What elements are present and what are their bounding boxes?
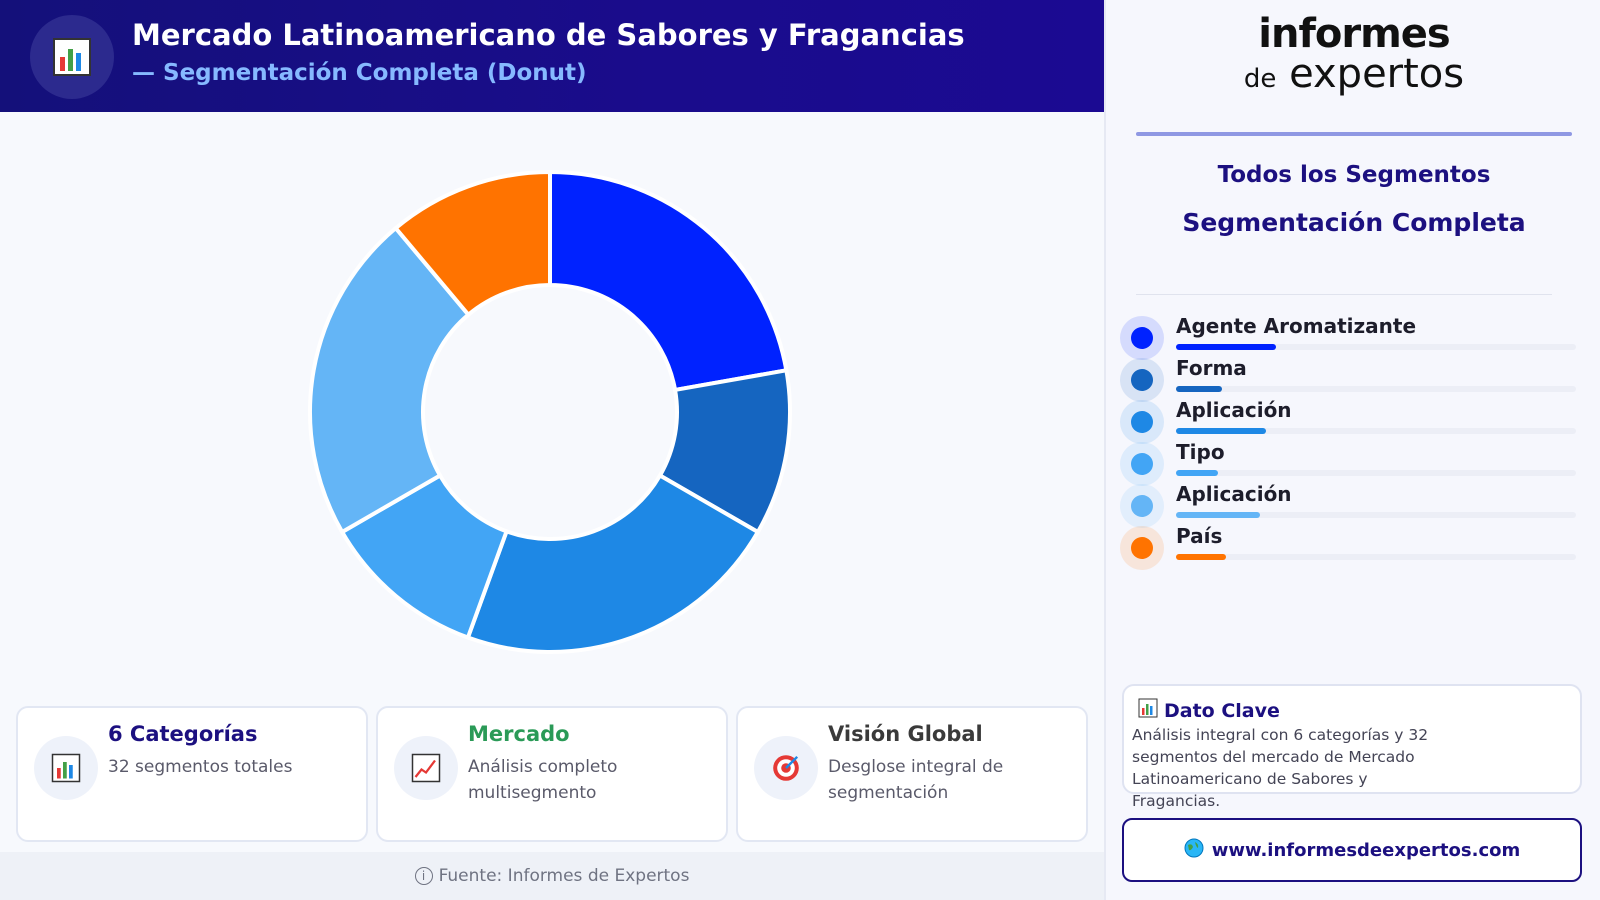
legend-item: Agente Aromatizante — [1120, 314, 1580, 360]
legend-bar — [1176, 512, 1260, 518]
legend-marker — [1120, 400, 1164, 444]
card-market: Mercado Análisis completo multisegmento — [376, 706, 728, 842]
bar-chart-icon — [34, 736, 98, 800]
divider — [1136, 132, 1572, 136]
logo-bottom: expertos — [1289, 51, 1465, 97]
legend-track — [1176, 470, 1576, 476]
key-fact-title: Dato Clave — [1164, 699, 1280, 722]
donut-slice-5[interactable] — [392, 169, 552, 318]
legend-label: País — [1176, 524, 1223, 548]
card-text: Análisis completo multisegmento — [468, 757, 618, 803]
website-link[interactable]: www.informesdeexpertos.com — [1122, 818, 1582, 882]
legend-track — [1176, 512, 1576, 518]
legend-heading: Todos los Segmentos — [1217, 162, 1491, 188]
logo-top: informes — [1258, 11, 1450, 57]
legend-marker — [1120, 526, 1164, 570]
page-subtitle: — Segmentación Completa (Donut) — [132, 60, 587, 86]
legend-item: Aplicación — [1120, 482, 1580, 528]
donut-slice-0[interactable] — [548, 169, 789, 393]
legend-dot — [1131, 495, 1153, 517]
legend-label: Forma — [1176, 356, 1247, 380]
legend-track — [1176, 554, 1576, 560]
card-title: Mercado — [468, 722, 570, 746]
globe-icon — [1184, 838, 1204, 863]
bar-chart-icon — [30, 15, 114, 99]
legend-dot — [1131, 369, 1153, 391]
card-title: 6 Categorías — [108, 722, 258, 746]
card-global-view: Visión Global Desglose integral de segme… — [736, 706, 1088, 842]
legend-marker — [1120, 484, 1164, 528]
donut-slice-2[interactable] — [465, 472, 761, 654]
legend-label: Agente Aromatizante — [1176, 314, 1417, 338]
legend-marker — [1120, 316, 1164, 360]
key-fact-text: Análisis integral con 6 categorías y 32 … — [1132, 726, 1429, 810]
legend-dot — [1131, 453, 1153, 475]
card-text: Desglose integral de segmentación — [828, 757, 1004, 803]
logo-de: de — [1243, 64, 1277, 94]
brand-logo: informes de expertos — [1106, 14, 1600, 99]
footer: i Fuente: Informes de Expertos — [0, 852, 1104, 900]
legend-bar — [1176, 470, 1218, 476]
card-title: Visión Global — [828, 722, 983, 746]
legend-dot — [1131, 537, 1153, 559]
card-text: 32 segmentos totales — [108, 757, 293, 777]
legend-marker — [1120, 358, 1164, 402]
legend-item: Tipo — [1120, 440, 1580, 486]
website-url: www.informesdeexpertos.com — [1211, 839, 1521, 861]
legend-item: País — [1120, 524, 1580, 570]
info-icon: i — [414, 867, 433, 885]
legend-dot — [1131, 327, 1153, 349]
legend-dot — [1131, 411, 1153, 433]
target-icon — [754, 736, 818, 800]
donut-chart — [308, 169, 792, 654]
legend-label: Aplicación — [1176, 482, 1292, 506]
bar-chart-icon — [1138, 698, 1158, 723]
key-fact-box: Dato Clave Análisis integral con 6 categ… — [1122, 684, 1582, 810]
legend-bar — [1176, 554, 1226, 560]
legend-marker — [1120, 442, 1164, 486]
legend-bar — [1176, 344, 1276, 350]
line-chart-icon — [394, 736, 458, 800]
legend-item: Forma — [1120, 356, 1580, 402]
legend-label: Aplicación — [1176, 398, 1292, 422]
page-title: Mercado Latinoamericano de Sabores y Fra… — [132, 18, 965, 52]
card-categories: 6 Categorías 32 segmentos totales — [16, 706, 368, 842]
donut-slice-4[interactable] — [308, 225, 472, 535]
header: Mercado Latinoamericano de Sabores y Fra… — [0, 0, 1104, 112]
legend-track — [1176, 428, 1576, 434]
legend-label: Tipo — [1176, 440, 1225, 464]
legend-track — [1176, 386, 1576, 392]
source-text: Fuente: Informes de Expertos — [438, 866, 690, 886]
sidebar: informes de expertos Todos los Segmentos… — [1104, 0, 1600, 900]
legend-bar — [1176, 428, 1266, 434]
legend-subheading: Segmentación Completa — [1182, 208, 1526, 237]
legend-bar — [1176, 386, 1222, 392]
legend-track — [1176, 344, 1576, 350]
divider — [1136, 294, 1552, 295]
legend-item: Aplicación — [1120, 398, 1580, 444]
